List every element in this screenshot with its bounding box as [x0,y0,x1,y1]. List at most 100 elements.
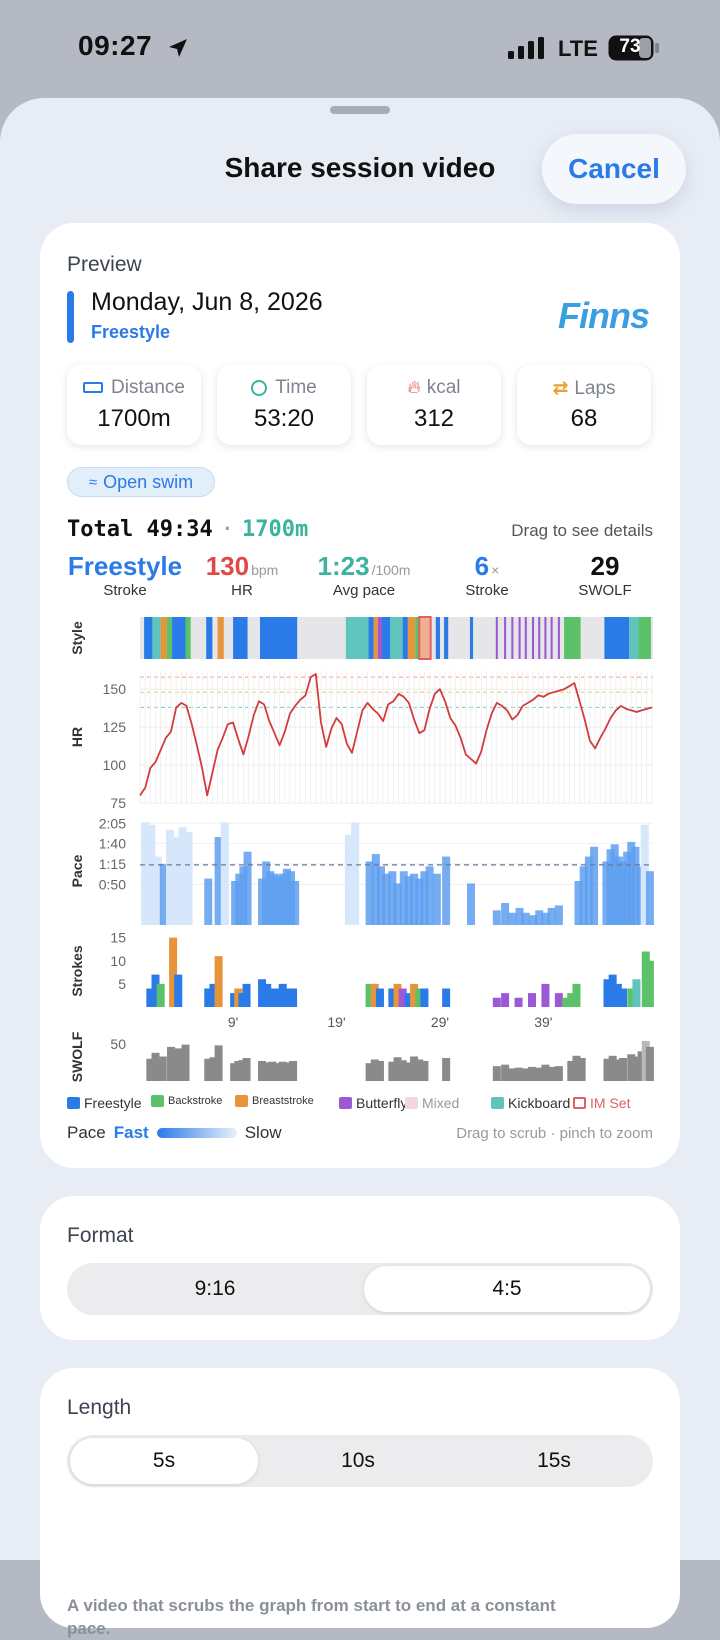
metric-strokes: 6 × Stroke [447,551,527,599]
length-option-15s[interactable]: 15s [537,1449,571,1472]
style-segment [166,617,173,659]
strokes-bar [268,988,277,1007]
swolf-bar [278,1061,287,1081]
style-segment [345,617,369,659]
swolf-bar [388,1061,397,1081]
style-segment [415,617,420,659]
hr-tick-label: 125 [103,719,127,735]
strokes-bar [393,983,402,1007]
style-segment [206,617,213,659]
swolf-bar [514,1067,523,1081]
strokes-bar [258,979,267,1007]
strokes-bar [632,979,641,1007]
pace-bar [274,876,283,925]
legend-label: Breaststroke [252,1095,314,1107]
legend-label: Butterfly [356,1095,408,1111]
style-segment [418,616,432,660]
hr-tick-label: 75 [110,795,126,811]
pace-bar [425,866,434,925]
style-segment [564,617,581,659]
strokes-bar [146,988,155,1007]
style-segment [518,617,521,659]
swolf-bar [442,1058,451,1081]
swolf-bar [234,1060,243,1081]
length-option-10s[interactable]: 10s [341,1449,375,1472]
stat-distance: Distance 1700m [67,365,201,445]
pace-bar [614,856,623,925]
length-label: Length [67,1396,132,1419]
pace-bar [590,846,599,925]
legend-label: Mixed [422,1095,460,1111]
style-segment [629,617,639,659]
stat-laps: ⇄ Laps 68 [517,365,651,445]
swolf-bar [547,1066,556,1081]
swolf-bar [204,1058,213,1081]
style-segment [511,617,514,659]
x-tick-label: 29' [431,1014,449,1030]
pace-bar [645,871,654,925]
pace-bar [141,822,150,925]
format-option-9-16[interactable]: 9:16 [194,1277,236,1300]
style-segment [504,617,507,659]
stat-label: Time [275,377,317,398]
strokes-bar [641,951,650,1007]
pace-bar [610,844,619,925]
session-chart[interactable]: Style HR 150 125 100 75 Pace 2:05 1:40 1:15 0:50 St… [58,611,662,1091]
length-card: Length 5s 10s 15s A video that scrubs th… [40,1368,680,1638]
style-segment [531,617,535,659]
swolf-bar [398,1060,407,1081]
legend-swatch [405,1097,418,1109]
swolf-bar [613,1059,622,1081]
swolf-bar [501,1064,510,1081]
legend-swatch [339,1097,352,1109]
swolf-bar [641,1040,650,1081]
style-segment [524,617,527,659]
style-row-label: Style [69,621,85,655]
legend-swatch [573,1097,586,1109]
format-card: Format 9:16 4:5 [40,1196,680,1340]
cancel-button[interactable]: Cancel [542,134,686,204]
metric-pace: 1:23/100m Avg pace [299,551,429,599]
swolf-bar [404,1062,413,1081]
swolf-bar [410,1056,419,1081]
swolf-bar [151,1052,160,1081]
strokes-bar [238,993,247,1007]
swolf-bar [420,1060,429,1081]
metric-value: 29 [590,551,620,581]
pace-bar [442,856,451,925]
swolf-tick-label: 50 [110,1036,126,1052]
session-type-label: Open swim [103,471,194,492]
legend-label: Kickboard [508,1095,571,1111]
stat-value: 53:20 [253,405,315,432]
strokes-bar [278,983,287,1007]
pace-bar [235,873,244,925]
pace-bar [399,871,408,925]
pace-legend-fast: Fast [113,1123,149,1142]
swolf-bar [577,1058,586,1081]
pace-gradient [156,1128,237,1138]
status-time: 09:27 [78,30,153,61]
style-segment [185,617,191,659]
style-segment [402,617,408,659]
length-option-5s[interactable]: 5s [70,1438,258,1484]
style-segment [373,617,378,659]
strokes-bar [627,988,636,1007]
pace-bar [243,851,252,925]
battery-icon: 73 [608,35,659,61]
pace-bar [420,871,429,925]
swolf-row-label: SWOLF [69,1031,85,1082]
pace-bar [178,827,187,925]
sheet-grabber[interactable] [330,106,390,114]
swolf-bar [393,1057,402,1081]
metric-stroke: Freestyle Stroke [67,551,183,599]
pace-tick-label: 0:50 [99,876,126,892]
metric-label: HR [231,582,253,599]
format-option-4-5[interactable]: 4:5 [364,1266,650,1312]
pace-bar [278,873,287,925]
style-segment [390,617,403,659]
swolf-bar [365,1063,374,1081]
pace-bar [393,883,402,925]
metric-label: Avg pace [332,582,396,599]
style-segment [469,617,474,659]
pace-bar [631,846,640,925]
